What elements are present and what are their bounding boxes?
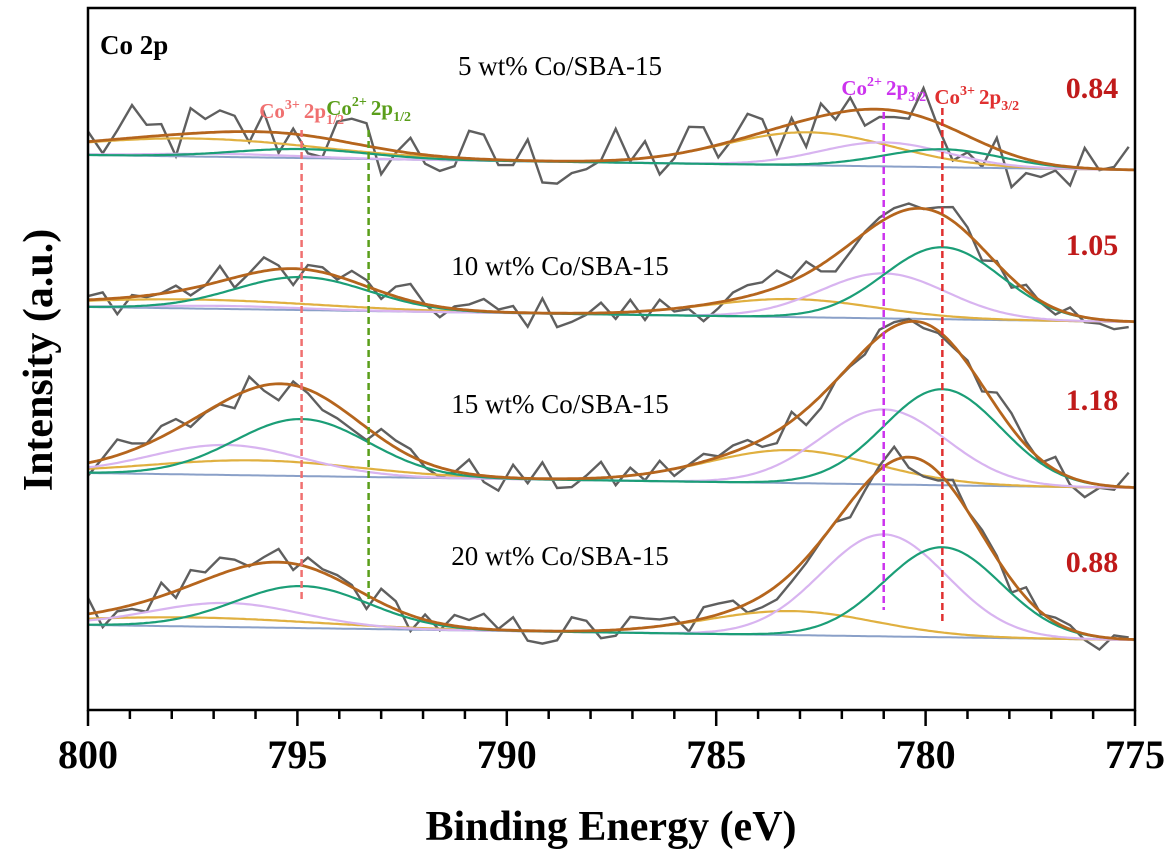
peak-marker-label: Co3+ 2p1/2 xyxy=(259,98,344,128)
series-3 xyxy=(87,317,1135,499)
series-label: 5 wt% Co/SBA-15 xyxy=(458,51,662,81)
y-axis-title: Intensity (a.u.) xyxy=(16,229,62,492)
spectra-group xyxy=(86,85,1135,652)
co3-component-line xyxy=(88,546,1135,641)
co3-component-line xyxy=(88,388,1135,489)
envelope-fit-line xyxy=(87,107,1135,172)
series-2 xyxy=(87,202,1135,331)
peak-marker-label: Co2+ 2p3/2 xyxy=(841,75,926,105)
plot-frame xyxy=(86,6,1137,712)
x-tick-label: 795 xyxy=(267,732,327,777)
x-tick-label: 790 xyxy=(477,732,537,777)
x-axis-title: Binding Energy (eV) xyxy=(425,804,796,850)
series-label: 10 wt% Co/SBA-15 xyxy=(451,251,669,281)
raw-data-line xyxy=(87,202,1129,331)
x-tick-group: 800 795 790 785 780 775 xyxy=(58,710,1165,777)
x-tick-label: 780 xyxy=(896,732,956,777)
x-tick-label: 785 xyxy=(686,732,746,777)
ratio-label: 1.05 xyxy=(1066,229,1119,262)
co3-component-line xyxy=(87,147,1135,171)
envelope-fit-line xyxy=(87,319,1135,489)
ratio-label: 0.88 xyxy=(1066,546,1119,579)
ratio-label: 0.84 xyxy=(1066,72,1119,105)
peak-marker-label: Co2+ 2p1/2 xyxy=(326,95,411,125)
series-4 xyxy=(86,444,1135,652)
ratio-label: 1.18 xyxy=(1066,384,1119,417)
series-label: 15 wt% Co/SBA-15 xyxy=(451,389,669,419)
envelope-fit-line xyxy=(87,206,1135,323)
peak-marker-label: Co3+ 2p3/2 xyxy=(934,84,1019,114)
series-1 xyxy=(87,85,1135,190)
co3-component-line xyxy=(88,246,1135,323)
x-tick-label: 800 xyxy=(58,732,118,777)
series-label-group: 5 wt% Co/SBA-15 0.84 10 wt% Co/SBA-15 1.05 1… xyxy=(451,51,1118,579)
envelope-fit-line xyxy=(87,455,1135,641)
satellite-component-line xyxy=(88,297,1135,324)
panel-label: Co 2p xyxy=(100,30,168,60)
raw-data-line xyxy=(86,444,1129,652)
co2-component-line xyxy=(88,141,1135,172)
satellite-component-line xyxy=(87,449,1135,490)
series-label: 20 wt% Co/SBA-15 xyxy=(451,541,669,571)
x-tick-label: 775 xyxy=(1105,732,1165,777)
